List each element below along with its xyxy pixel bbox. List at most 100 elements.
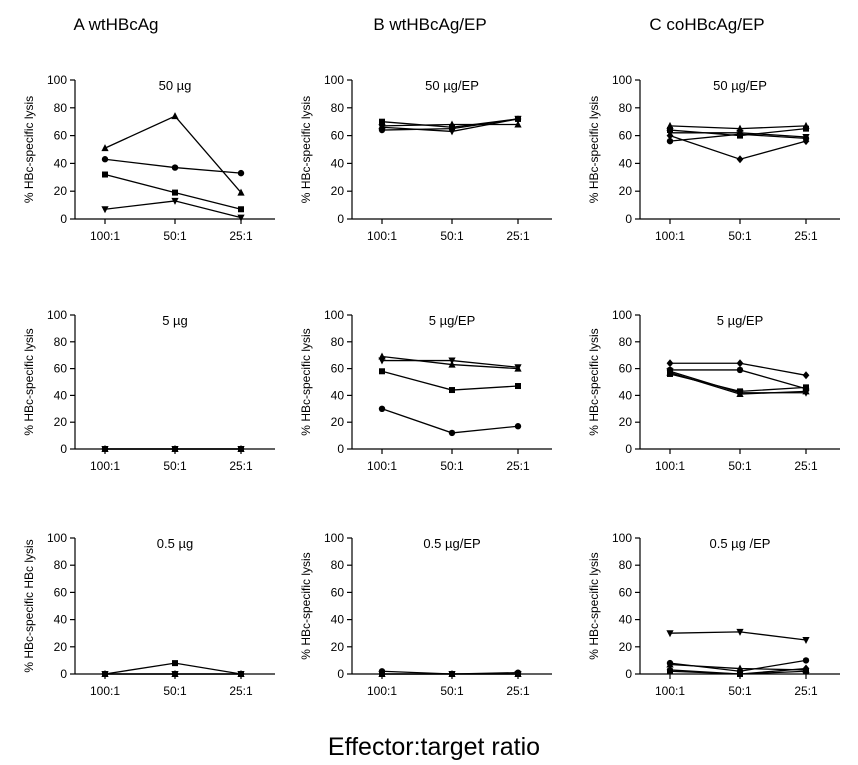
data-point	[378, 405, 386, 412]
data-point	[237, 169, 245, 177]
data-point	[237, 671, 245, 678]
panel-title: 0.5 µg	[157, 536, 193, 551]
y-tick-label: 0	[337, 442, 344, 456]
y-tick-label: 60	[619, 129, 633, 143]
y-tick-label: 100	[612, 73, 632, 87]
data-point	[736, 670, 744, 678]
data-point	[101, 156, 109, 163]
y-tick-label: 80	[54, 101, 68, 115]
y-axis-label: % HBc-specific lysis	[587, 552, 601, 659]
y-tick-label: 0	[625, 442, 632, 456]
y-tick-label: 40	[54, 156, 68, 170]
data-point	[666, 665, 674, 674]
x-axis-title: Effector:target ratio	[328, 733, 540, 761]
y-tick-label: 100	[47, 531, 67, 545]
data-point	[379, 118, 385, 125]
y-tick-label: 60	[619, 362, 633, 376]
chart-panel: 0 20 40 60 80 100 100:1 50:1 25:1 50 µg % HBc-spec…	[22, 73, 275, 243]
chart-panel: 0 20 40 60 80 100 100:1 50:1 25:1 5 µg % HBc-speci…	[22, 308, 275, 473]
data-point	[802, 657, 810, 664]
chart-panel: 0 20 40 60 80 100 100:1 50:1 25:1 5 µg/EP % HBc-sp…	[587, 308, 840, 473]
y-tick-label: 40	[331, 388, 345, 402]
column-title: C coHBcAg/EP	[649, 15, 764, 34]
x-tick-label: 25:1	[506, 459, 530, 473]
y-tick-label: 40	[331, 613, 345, 627]
panel-title: 50 µg/EP	[713, 78, 767, 93]
data-point	[378, 357, 386, 365]
y-tick-label: 80	[619, 558, 633, 572]
y-axis-label: % HBc-specific lysis	[587, 328, 601, 435]
x-tick-label: 50:1	[440, 459, 464, 473]
x-tick-label: 100:1	[655, 229, 685, 243]
y-tick-label: 80	[54, 558, 68, 572]
y-tick-label: 20	[54, 184, 68, 198]
x-tick-label: 100:1	[90, 684, 120, 698]
y-axis-label: % HBc-specific lysis	[587, 96, 601, 203]
y-axis-label: % HBc-specific lysis	[299, 328, 313, 435]
chart-panel: 0 20 40 60 80 100 100:1 50:1 25:1 5 µg/EP % HBc-sp…	[299, 308, 552, 473]
x-tick-label: 25:1	[794, 459, 818, 473]
data-point	[514, 364, 522, 372]
data-point	[101, 446, 109, 453]
x-tick-label: 25:1	[794, 229, 818, 243]
data-point	[378, 671, 386, 678]
x-tick-label: 50:1	[163, 459, 187, 473]
y-axis-label: % HBc-specific lysis	[22, 328, 36, 435]
data-point	[449, 387, 455, 394]
data-point	[448, 125, 456, 132]
x-tick-label: 100:1	[90, 229, 120, 243]
data-point	[448, 671, 456, 678]
x-tick-label: 25:1	[794, 684, 818, 698]
y-tick-label: 0	[337, 667, 344, 681]
panel-title: 5 µg/EP	[429, 313, 476, 328]
data-point	[736, 664, 744, 672]
column-title: A wtHBcAg	[73, 15, 158, 34]
chart-panel: 0 20 40 60 80 100 100:1 50:1 25:1 50 µg/EP % HBc-s…	[299, 73, 552, 243]
data-point	[802, 389, 810, 397]
chart-panel: 0 20 40 60 80 100 100:1 50:1 25:1 0.5 µg % HBc-spe…	[22, 531, 275, 698]
y-tick-label: 100	[324, 308, 344, 322]
data-point	[666, 137, 674, 145]
data-point	[448, 357, 456, 365]
y-tick-label: 100	[612, 308, 632, 322]
data-point	[666, 660, 674, 668]
series-line	[669, 631, 807, 641]
x-tick-label: 25:1	[506, 684, 530, 698]
x-tick-label: 25:1	[229, 684, 253, 698]
y-axis-label: % HBc-specific lysis	[299, 96, 313, 203]
data-point	[514, 423, 522, 430]
y-tick-label: 20	[331, 415, 345, 429]
data-point	[803, 125, 809, 132]
data-point	[666, 131, 674, 140]
data-point	[238, 206, 244, 213]
data-point	[802, 371, 810, 380]
series-line	[669, 125, 807, 130]
data-point	[171, 446, 179, 453]
data-point	[378, 126, 386, 134]
panel-title: 50 µg/EP	[425, 78, 479, 93]
data-point	[102, 171, 108, 178]
x-tick-label: 25:1	[229, 459, 253, 473]
x-tick-label: 25:1	[229, 229, 253, 243]
data-point	[448, 429, 456, 437]
data-point	[101, 144, 109, 152]
data-point	[666, 630, 674, 638]
y-tick-label: 0	[60, 442, 67, 456]
y-tick-label: 100	[47, 308, 67, 322]
data-point	[802, 637, 810, 644]
x-tick-label: 100:1	[655, 684, 685, 698]
y-tick-label: 60	[54, 362, 68, 376]
data-point	[237, 188, 245, 196]
y-tick-label: 80	[619, 101, 633, 115]
y-tick-label: 20	[619, 184, 633, 198]
data-point	[666, 368, 674, 376]
series-line	[104, 200, 242, 219]
data-point	[514, 671, 522, 678]
data-point	[101, 671, 109, 678]
data-point	[379, 368, 385, 375]
data-point	[171, 197, 179, 205]
data-point	[172, 189, 178, 196]
x-tick-label: 50:1	[440, 684, 464, 698]
y-tick-label: 60	[331, 585, 345, 599]
